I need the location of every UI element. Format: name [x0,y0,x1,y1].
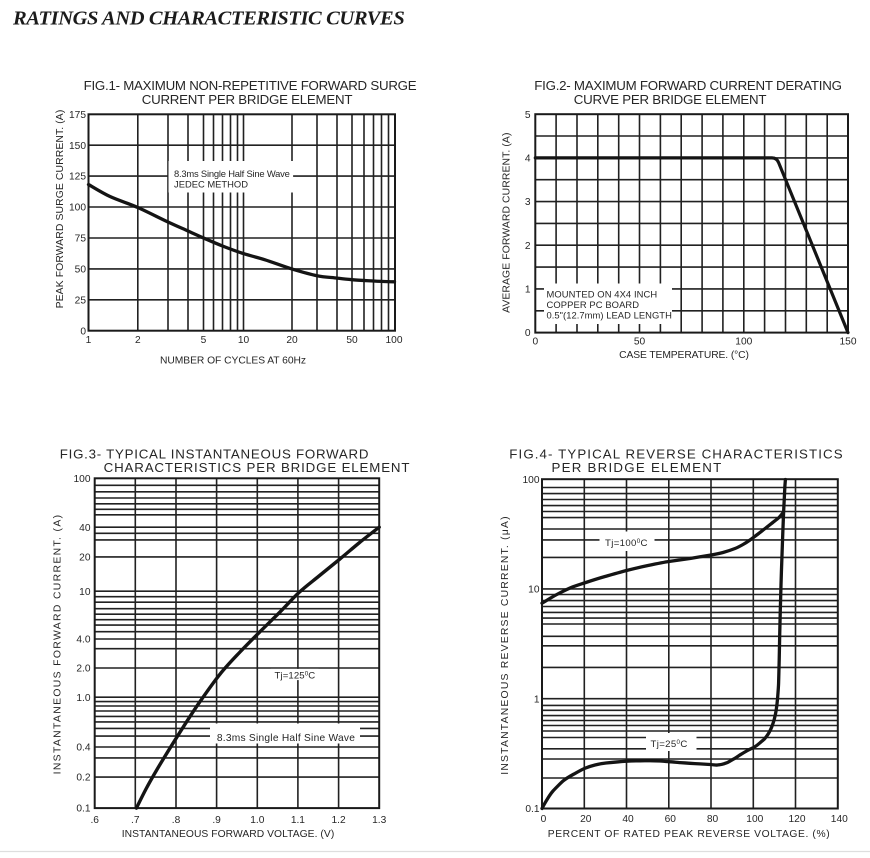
svg-text:1: 1 [534,694,540,705]
svg-text:75: 75 [75,234,87,245]
svg-text:20: 20 [580,814,592,825]
svg-text:2: 2 [525,241,531,252]
svg-text:INSTANTANEOUS FORWARD VOLTAGE.: INSTANTANEOUS FORWARD VOLTAGE. (V) [122,829,335,840]
svg-text:2: 2 [135,335,141,346]
svg-text:10: 10 [238,335,250,346]
svg-text:FIG.1- MAXIMUM NON-REPETITIVE: FIG.1- MAXIMUM NON-REPETITIVE FORWARD SU… [84,78,417,93]
svg-text:8.3ms Single Half Sine Wave: 8.3ms Single Half Sine Wave [174,168,290,179]
svg-text:Tj=250C: Tj=250C [651,739,688,750]
svg-text:8.3ms Single Half Sine Wave: 8.3ms Single Half Sine Wave [217,733,355,744]
svg-text:1: 1 [525,285,531,296]
svg-text:150: 150 [69,141,86,152]
svg-text:0: 0 [541,814,547,825]
svg-text:100: 100 [735,337,752,348]
svg-text:60: 60 [665,814,677,825]
svg-text:80: 80 [707,814,719,825]
svg-text:1.0: 1.0 [250,815,264,826]
svg-text:50: 50 [634,337,646,348]
svg-text:CHARACTERISTICS PER BRIDGE ELE: CHARACTERISTICS PER BRIDGE ELEMENT [104,460,411,475]
svg-text:140: 140 [831,814,848,825]
svg-text:20: 20 [286,335,298,346]
svg-text:40: 40 [622,814,634,825]
svg-text:10: 10 [79,587,91,598]
svg-text:MOUNTED ON 4X4 INCH: MOUNTED ON 4X4 INCH [547,289,658,300]
svg-text:25: 25 [75,295,87,306]
svg-text:0: 0 [80,326,86,337]
svg-text:1.1: 1.1 [291,815,305,826]
svg-text:NUMBER OF CYCLES AT 60Hz: NUMBER OF CYCLES AT 60Hz [160,356,306,367]
svg-text:CURRENT PER BRIDGE ELEMENT: CURRENT PER BRIDGE ELEMENT [142,92,353,107]
svg-text:.7: .7 [131,815,140,826]
svg-text:1.2: 1.2 [332,815,346,826]
svg-text:5: 5 [525,110,531,121]
svg-text:1.0: 1.0 [76,693,90,704]
svg-text:FIG.3- TYPICAL INSTANTANEOUS F: FIG.3- TYPICAL INSTANTANEOUS FORWARD [60,447,369,462]
svg-text:PERCENT OF RATED PEAK REVERSE: PERCENT OF RATED PEAK REVERSE VOLTAGE. (… [548,829,830,840]
svg-text:1.3: 1.3 [372,815,386,826]
svg-text:40: 40 [79,523,91,534]
svg-text:175: 175 [69,110,86,121]
svg-text:20: 20 [79,553,91,564]
svg-text:120: 120 [789,814,806,825]
svg-text:100: 100 [746,814,763,825]
svg-text:5: 5 [201,335,207,346]
svg-text:PER BRIDGE ELEMENT: PER BRIDGE ELEMENT [551,460,722,475]
svg-text:FIG.4- TYPICAL REVERSE CHARACT: FIG.4- TYPICAL REVERSE CHARACTERISTICS [509,447,843,462]
svg-text:10: 10 [528,585,540,596]
svg-text:FIG.2- MAXIMUM FORWARD CURRENT: FIG.2- MAXIMUM FORWARD CURRENT DERATING [534,78,841,93]
svg-text:100: 100 [523,475,540,486]
svg-text:Tj=1000C: Tj=1000C [605,538,648,549]
svg-text:AVERAGE FORWARD CURRENT. (A): AVERAGE FORWARD CURRENT. (A) [502,132,513,312]
svg-text:100: 100 [386,335,403,346]
svg-text:Tj=1250C: Tj=1250C [275,670,316,681]
svg-text:50: 50 [346,335,358,346]
svg-text:50: 50 [75,265,87,276]
svg-text:CASE TEMPERATURE. (°C): CASE TEMPERATURE. (°C) [619,350,749,361]
svg-text:.6: .6 [90,815,99,826]
svg-text:0.1: 0.1 [76,804,90,815]
svg-text:125: 125 [69,172,86,183]
svg-text:0.4: 0.4 [76,743,90,754]
svg-text:0.2: 0.2 [76,773,90,784]
svg-text:4: 4 [525,154,531,165]
svg-text:100: 100 [69,203,86,214]
svg-text:4.0: 4.0 [76,635,90,646]
svg-text:JEDEC METHOD: JEDEC METHOD [174,178,248,189]
svg-text:RATINGS AND CHARACTERISTIC CUR: RATINGS AND CHARACTERISTIC CURVES [12,8,404,30]
svg-text:100: 100 [74,474,91,485]
svg-text:INSTANTANEOUS FORWARD CURRENT.: INSTANTANEOUS FORWARD CURRENT. (A) [52,514,63,775]
svg-text:1: 1 [86,335,92,346]
svg-text:0.1: 0.1 [525,804,539,815]
svg-text:150: 150 [840,337,857,348]
svg-text:0: 0 [532,337,538,348]
svg-text:3: 3 [525,197,531,208]
svg-text:.9: .9 [212,815,221,826]
svg-text:INSTANTANEOUS REVERSE CURRENT.: INSTANTANEOUS REVERSE CURRENT. (μA) [500,515,511,774]
svg-text:0: 0 [525,328,531,339]
svg-text:.8: .8 [172,815,181,826]
svg-text:COPPER PC BOARD: COPPER PC BOARD [547,299,640,310]
svg-text:PEAK FORWARD SURGE CURRENT. (A: PEAK FORWARD SURGE CURRENT. (A) [55,110,66,309]
svg-text:0.5"(12.7mm) LEAD LENGTH: 0.5"(12.7mm) LEAD LENGTH [547,310,672,321]
svg-text:2.0: 2.0 [76,664,90,675]
svg-text:CURVE PER BRIDGE ELEMENT: CURVE PER BRIDGE ELEMENT [574,92,767,107]
